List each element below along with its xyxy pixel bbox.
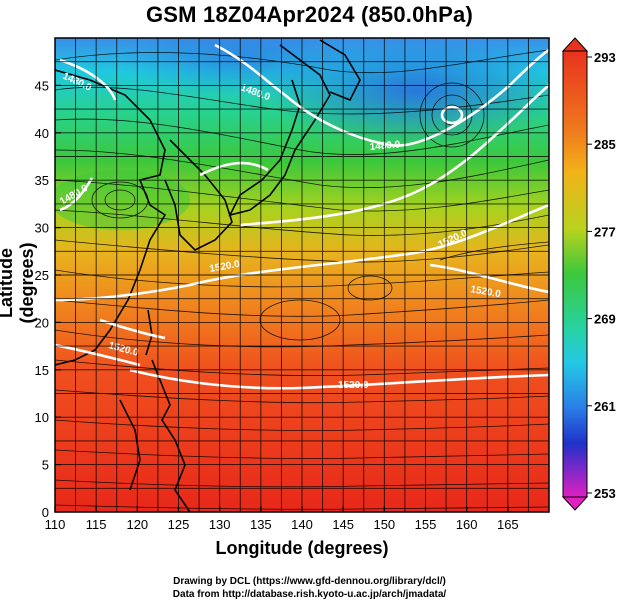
colorbar-label: 261 xyxy=(594,399,616,414)
x-tick-label: 115 xyxy=(86,517,107,532)
x-tick-label: 125 xyxy=(168,517,190,532)
x-tick-label: 130 xyxy=(209,517,231,532)
x-tick-label: 145 xyxy=(332,517,354,532)
colorbar-bottom-arrow xyxy=(561,496,589,511)
x-tick-label: 155 xyxy=(415,517,437,532)
x-tick-label: 120 xyxy=(126,517,148,532)
y-tick-label: 35 xyxy=(35,173,49,188)
contour-label: 1520.0 xyxy=(469,284,501,300)
x-tick-label: 150 xyxy=(373,517,395,532)
contour-label: 1480.0 xyxy=(369,139,401,153)
x-tick-label: 135 xyxy=(250,517,272,532)
credit-line: Drawing by DCL (https://www.gfd-dennou.o… xyxy=(173,576,446,587)
contour-label: 1520.0 xyxy=(209,259,241,275)
map-title: GSM 18Z04Apr2024 (850.0hPa) xyxy=(146,2,473,27)
x-axis-label: Longitude (degrees) xyxy=(215,538,389,558)
x-tick-label: 165 xyxy=(497,517,519,532)
y-tick-label: 30 xyxy=(35,221,49,236)
y-tick-label: 0 xyxy=(42,505,49,520)
y-tick-label: 15 xyxy=(35,363,49,378)
x-tick-label: 140 xyxy=(291,517,313,532)
x-tick-label: 110 xyxy=(45,517,66,532)
x-axis: 110 115 120 125 130 135 140 145 150 155 160 165 xyxy=(45,506,519,532)
colorbar-label: 277 xyxy=(594,224,616,239)
y-tick-label: 20 xyxy=(35,315,49,330)
colorbar-label: 285 xyxy=(594,137,616,152)
colorbar-label: 269 xyxy=(594,312,616,327)
x-tick-label: 160 xyxy=(456,517,478,532)
grid-lines xyxy=(55,38,549,512)
credit-line: Data from http://database.rish.kyoto-u.a… xyxy=(172,589,447,600)
y-tick-label: 40 xyxy=(35,126,49,141)
y-tick-label: 10 xyxy=(35,410,49,425)
colorbar-label: 253 xyxy=(594,486,616,501)
y-tick-label: 25 xyxy=(35,268,49,283)
y-tick-label: 5 xyxy=(42,458,49,473)
y-axis-label: Latitude (degrees) xyxy=(0,242,37,324)
y-tick-label: 45 xyxy=(35,78,49,93)
height-contours xyxy=(55,43,549,390)
colorbar-label: 293 xyxy=(594,50,616,65)
contour-label: 1520.0 xyxy=(338,380,369,391)
colorbar-top-arrow xyxy=(561,37,589,52)
colorbar-body xyxy=(562,50,588,498)
y-axis: 0 5 10 15 20 25 30 35 40 45 xyxy=(35,78,61,520)
colorbar: 293 285 277 269 261 253 xyxy=(561,37,616,511)
